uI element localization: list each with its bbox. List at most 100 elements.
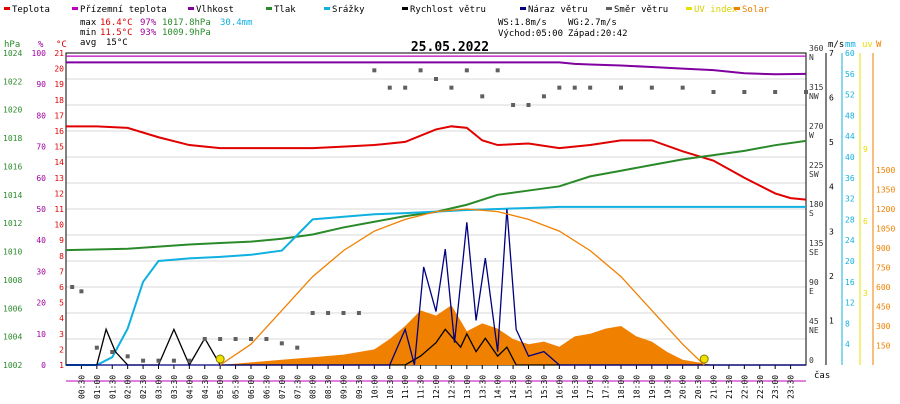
wind-dir-point <box>449 85 454 90</box>
axis-ms-unit: m/s <box>828 40 844 50</box>
axis-celsius-tick: 12 <box>54 189 64 198</box>
wind-dir-point <box>434 77 438 81</box>
time-tick-label: 06:30 <box>262 375 271 399</box>
axis-mm-tick: 56 <box>845 70 855 79</box>
wind-dir-point <box>156 358 161 363</box>
time-tick-label: 16:00 <box>555 375 564 399</box>
time-tick-label: 04:00 <box>185 375 194 399</box>
time-tick-label: 17:00 <box>586 375 595 399</box>
stats-max-press: 1017.8hPa <box>162 18 211 28</box>
time-tick-label: 16:30 <box>571 375 580 399</box>
time-axis-label: čas <box>814 370 830 381</box>
axis-hpa-tick: 1010 <box>3 248 22 257</box>
axis-celsius-tick: 8 <box>59 252 64 261</box>
time-tick-label: 20:00 <box>679 375 688 399</box>
series-line-4 <box>66 205 806 366</box>
axis-hpa-tick: 1024 <box>3 49 22 58</box>
axis-mm-tick: 32 <box>845 195 855 204</box>
axis-celsius-tick: 20 <box>54 65 64 74</box>
wind-dir-point <box>480 94 485 99</box>
wind-dir-point <box>310 311 315 315</box>
sunrise-marker <box>215 354 225 364</box>
stats-min-hum: 93% <box>140 28 157 38</box>
time-tick-label: 18:00 <box>617 375 626 399</box>
axis-percent-tick: 70 <box>36 143 46 152</box>
axis-hpa-tick: 1012 <box>3 219 22 228</box>
legend-swatch-4 <box>324 7 330 10</box>
time-tick-label: 08:30 <box>324 375 333 399</box>
time-tick-label: 02:00 <box>124 375 133 399</box>
axis-percent-tick: 50 <box>36 205 46 214</box>
axis-celsius-tick: 3 <box>59 330 64 339</box>
axis-dir-label: S <box>809 209 814 218</box>
time-tick-label: 13:30 <box>478 375 487 399</box>
legend-label-6: Náraz větru <box>528 5 588 15</box>
axis-mm-tick: 8 <box>845 319 850 328</box>
time-tick-label: 14:30 <box>509 375 518 399</box>
wind-dir-point <box>94 345 99 350</box>
axis-dir-deg: 360 <box>809 44 824 53</box>
wind-dir-point <box>511 103 516 107</box>
wind-dir-point <box>141 358 146 363</box>
legend-swatch-7 <box>606 7 612 10</box>
axis-w-tick: 1200 <box>876 205 895 214</box>
axis-dir-label: N <box>809 53 814 62</box>
wind-dir-point <box>418 68 423 73</box>
legend-swatch-8 <box>686 7 692 10</box>
time-tick-label: 03:30 <box>170 375 179 399</box>
axis-celsius-tick: 21 <box>54 49 64 58</box>
axis-dir-label: W <box>809 131 814 140</box>
wind-dir-point <box>372 68 377 73</box>
axis-w-tick: 750 <box>876 264 891 273</box>
stats-wg: WG:2.7m/s <box>568 18 617 28</box>
wind-dir-point <box>218 337 223 341</box>
time-tick-label: 13:00 <box>463 375 472 399</box>
axis-dir-label: NE <box>809 326 819 335</box>
stats-sunrise: Východ:05:00 <box>498 29 563 39</box>
series-line-2 <box>66 61 807 76</box>
axis-celsius-tick: 7 <box>59 267 64 276</box>
series-line-5 <box>66 327 806 367</box>
wind-dir-point <box>619 85 623 90</box>
axis-dir-label: SE <box>809 248 819 257</box>
wind-dir-point <box>495 68 500 73</box>
axis-hpa-tick: 1018 <box>3 134 22 143</box>
axes: hPa% °C1002100410061008101010121014101610… <box>3 40 895 399</box>
time-tick-label: 06:00 <box>247 375 256 399</box>
wind-dir-point <box>572 85 577 90</box>
time-tick-label: 01:00 <box>93 375 102 399</box>
time-tick-label: 10:30 <box>386 375 395 399</box>
time-tick-label: 15:00 <box>525 375 534 399</box>
legend: Teplota Přízemní teplota Vlhkost Tlak Srážky… <box>4 5 770 15</box>
legend-label-1: Přízemní teplota <box>80 5 167 15</box>
axis-w-tick: 1500 <box>876 166 895 175</box>
axis-dir-deg: 90 <box>809 278 819 287</box>
time-tick-label: 02:30 <box>139 375 148 399</box>
axis-celsius-tick: 10 <box>54 221 64 230</box>
stats-min-press: 1009.9hPa <box>162 28 211 38</box>
time-tick-label: 05:30 <box>232 375 241 399</box>
axis-percent-tick: 10 <box>36 330 46 339</box>
axis-mm-unit: mm <box>845 40 856 50</box>
stats-min-temp: 11.5°C <box>100 28 133 38</box>
wind-dir-point <box>804 90 808 94</box>
axis-celsius-tick: 17 <box>54 111 64 120</box>
time-tick-label: 22:30 <box>756 375 765 399</box>
axis-w-tick: 450 <box>876 303 891 312</box>
axis-w-tick: 300 <box>876 322 891 331</box>
series-line-7 <box>219 208 705 366</box>
axis-hpa-tick: 1016 <box>3 162 22 171</box>
stats-max-hum: 97% <box>140 18 157 28</box>
legend-label-0: Teplota <box>12 5 50 15</box>
stats-avg-temp: 15°C <box>106 38 128 48</box>
legend-swatch-3 <box>266 7 272 10</box>
axis-dir-label: E <box>809 287 814 296</box>
time-tick-label: 14:00 <box>494 375 503 399</box>
axis-hpa-tick: 1020 <box>3 106 22 115</box>
axis-mm-tick: 48 <box>845 111 855 120</box>
sunset-marker <box>699 354 709 364</box>
axis-w-tick: 1050 <box>876 225 895 234</box>
stats-rain-total: 30.4mm <box>220 18 253 28</box>
axis-mm-tick: 24 <box>845 236 855 245</box>
legend-swatch-9 <box>734 7 740 10</box>
